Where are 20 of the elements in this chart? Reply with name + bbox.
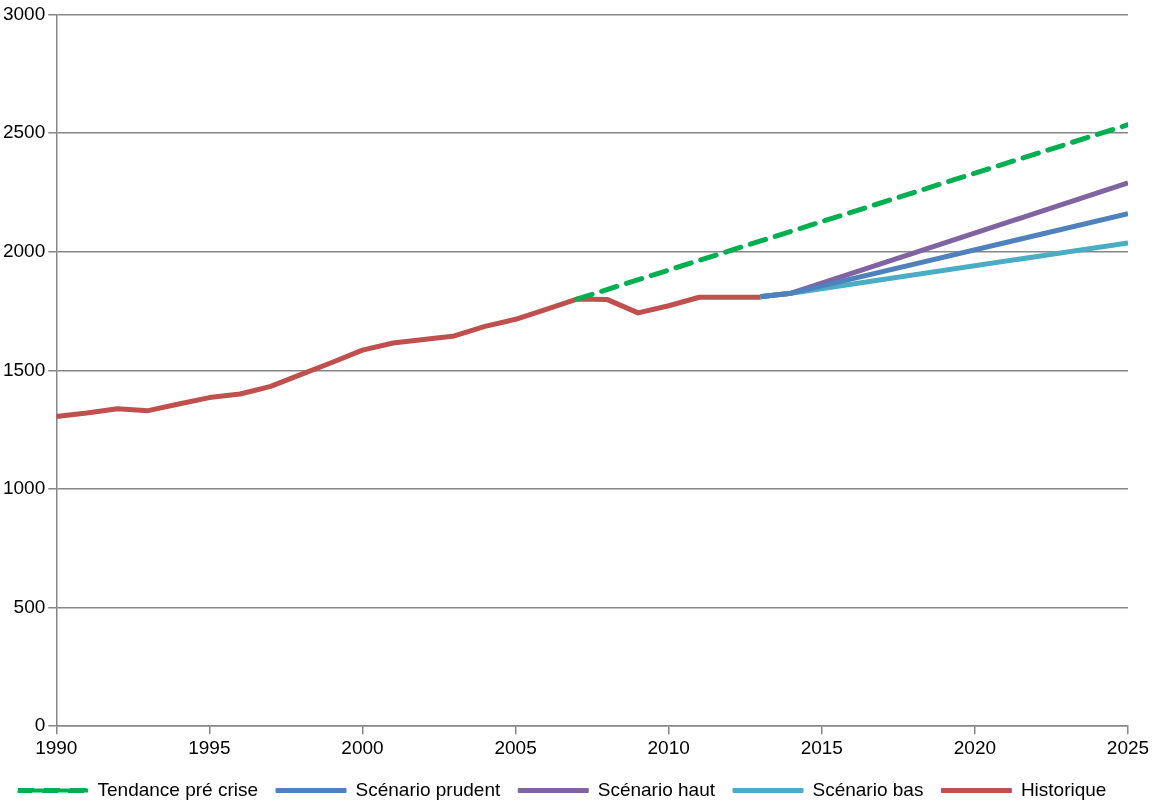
x-tick-label: 2015 (800, 736, 843, 758)
legend-label: Scénario prudent (355, 778, 501, 800)
y-tick-label: 500 (13, 595, 46, 617)
x-tick-label: 1995 (188, 736, 231, 758)
y-tick-label: 3000 (2, 2, 46, 24)
x-tick-label: 2025 (1106, 736, 1150, 758)
legend-label: Scénario haut (597, 778, 716, 800)
y-tick-label: 2000 (2, 239, 46, 261)
legend-label: Historique (1020, 778, 1107, 800)
x-tick-label: 2020 (953, 736, 997, 758)
x-tick-label: 2010 (647, 736, 690, 758)
y-tick-label: 1000 (2, 477, 46, 499)
y-tick-label: 1500 (2, 358, 46, 380)
x-tick-label: 2000 (341, 736, 384, 758)
y-tick-label: 2500 (2, 121, 46, 143)
x-tick-label: 1990 (35, 736, 78, 758)
legend-label: Tendance pré crise (97, 778, 259, 800)
legend-label: Scénario bas (812, 778, 924, 800)
y-tick-label: 0 (34, 714, 46, 736)
x-tick-label: 2005 (494, 736, 537, 758)
